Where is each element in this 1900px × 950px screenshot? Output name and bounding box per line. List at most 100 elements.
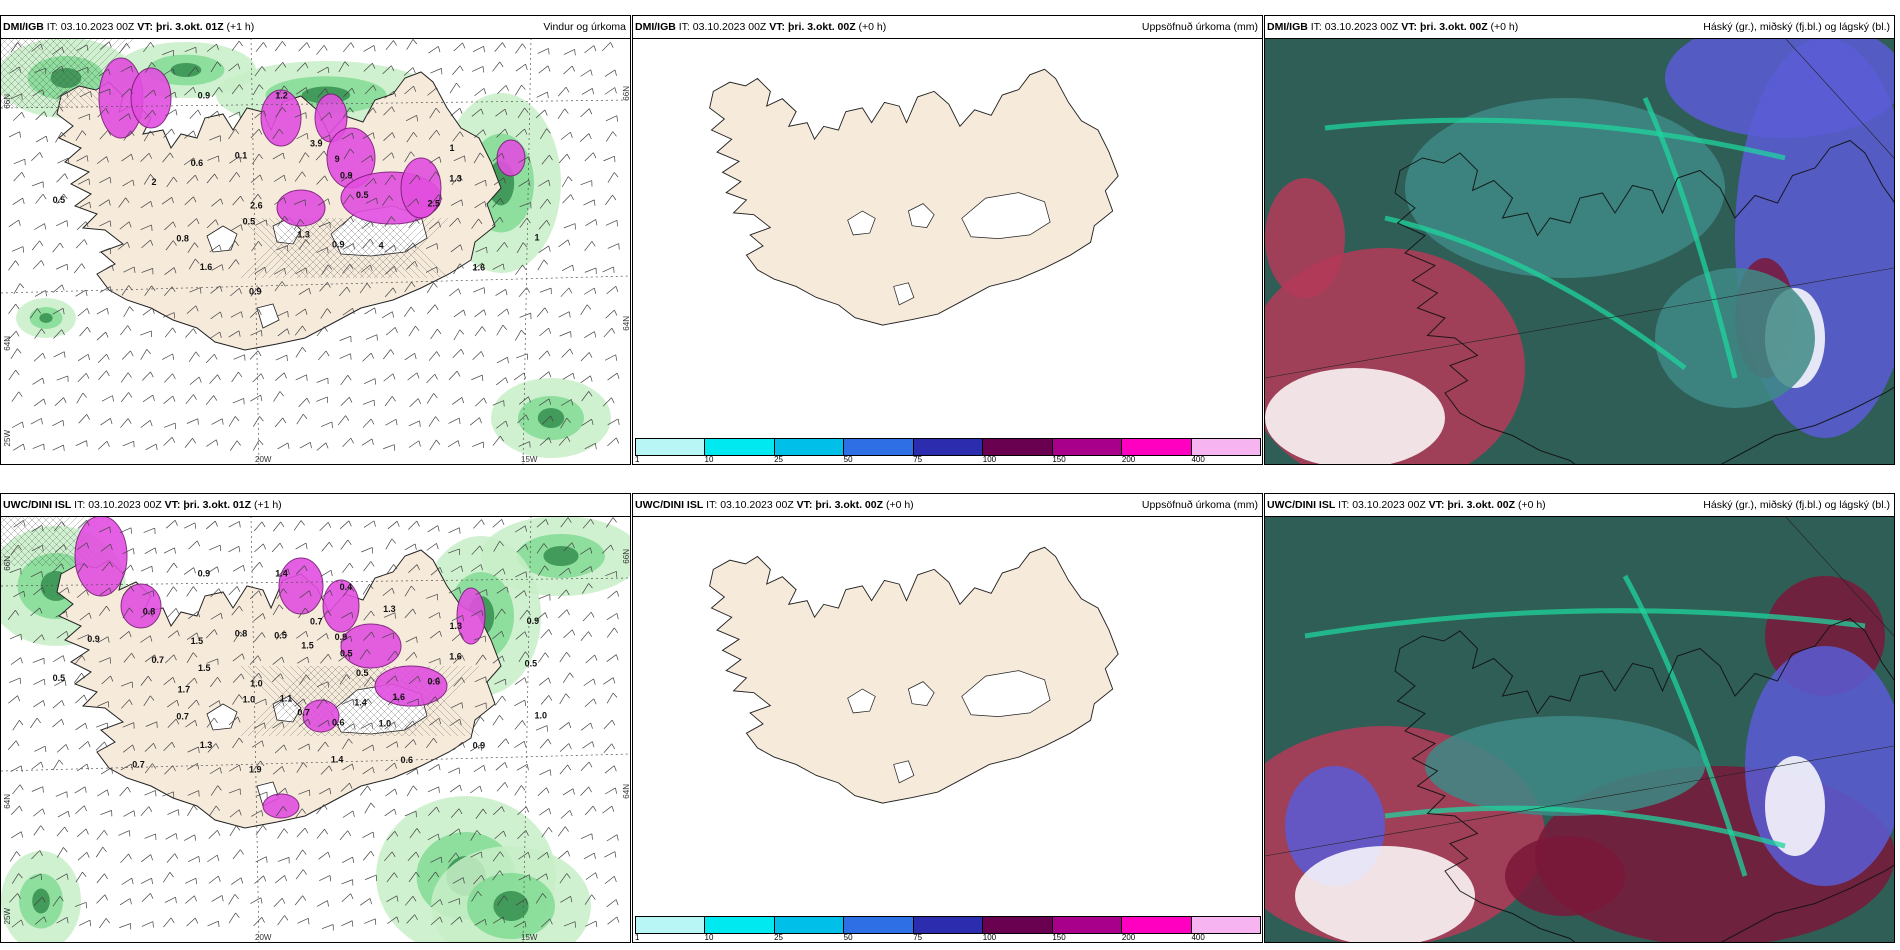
colorbar-tick-label: 50	[843, 933, 853, 942]
wind-barb	[140, 635, 153, 643]
wind-barb	[163, 917, 175, 928]
wind-barb	[122, 607, 134, 619]
wind-barb	[516, 353, 528, 360]
wind-barb	[559, 651, 571, 663]
wind-barb	[13, 443, 26, 451]
precip-value-label: 0.6	[332, 717, 345, 727]
wind-barb	[364, 802, 376, 814]
precip-area-intense	[262, 793, 300, 819]
wind-barb	[8, 303, 20, 314]
wind-barb	[603, 677, 616, 685]
wind-barb	[449, 718, 462, 727]
vt-label: VT:	[796, 499, 813, 511]
it-time: 03.10.2023 00Z	[1324, 21, 1399, 33]
wind-barb	[492, 630, 505, 640]
wind-barb	[228, 716, 241, 726]
colorbar-tick-label: 75	[913, 455, 923, 464]
wind-barb	[428, 351, 441, 361]
wind-barb	[562, 372, 575, 380]
wind-barb	[98, 918, 110, 929]
wind-barb	[252, 84, 264, 96]
wind-barb	[341, 879, 354, 886]
precip-value-label: 0.8	[176, 233, 189, 243]
wind-barb	[605, 115, 618, 122]
wind-barb	[120, 392, 133, 403]
wind-barb	[166, 562, 178, 573]
wind-barb	[538, 220, 551, 230]
wind-barb	[123, 266, 136, 273]
colorbar-ticks: 1 10 25 50 75 100 150 200 400	[635, 455, 1261, 464]
wind-barb	[382, 65, 395, 75]
snow-hatch	[35, 38, 107, 109]
wind-barb	[341, 893, 354, 902]
precip-value-label: 0.5	[53, 673, 66, 683]
snow-hatch	[14, 38, 86, 109]
wind-barb	[449, 828, 462, 837]
wind-barb	[123, 744, 135, 753]
wind-barb	[13, 283, 25, 294]
wind-barb	[96, 722, 108, 729]
colorbar-swatch	[913, 917, 984, 933]
wind-barb	[207, 566, 220, 574]
precip-value-label: 4	[379, 241, 384, 251]
it-time: 03.10.2023 00Z	[88, 499, 162, 511]
wind-barb	[515, 571, 528, 578]
wind-barb	[206, 658, 219, 665]
wind-barb	[602, 805, 615, 814]
panel-dmi-wind-precip: DMI/IGB IT: 03.10.2023 00Z VT: þri. 3.ok…	[0, 15, 631, 465]
wind-barb	[141, 893, 154, 903]
wind-barb	[55, 131, 66, 143]
precip-value-label: 0.9	[527, 616, 540, 626]
wind-barb	[382, 587, 395, 596]
wind-barb	[229, 288, 242, 297]
wind-barb	[405, 115, 418, 122]
wind-barb	[342, 562, 354, 573]
snow-hatch	[1, 65, 44, 109]
wind-barb	[362, 744, 375, 752]
wind-barb	[382, 632, 395, 639]
colorbar-tick-label: 100	[982, 933, 997, 942]
wind-barb	[342, 437, 354, 448]
wind-barb	[453, 677, 465, 687]
panel-title: Háský (gr.), miðský (fj.bl.) og lágský (…	[1703, 21, 1890, 33]
wind-barb	[254, 632, 266, 642]
wind-barb	[211, 87, 223, 98]
wind-barb	[430, 567, 443, 576]
wind-barb	[428, 129, 441, 140]
longitude-line	[250, 38, 260, 464]
wind-barb	[211, 895, 224, 902]
wind-barb	[205, 395, 218, 406]
wind-barb	[453, 309, 466, 318]
wind-barb	[76, 155, 89, 162]
wind-barb	[227, 240, 239, 251]
wind-barb	[364, 85, 377, 95]
precip-area-intense	[400, 157, 442, 219]
wind-barb	[316, 326, 328, 337]
wind-barb	[13, 590, 26, 598]
wind-barb	[277, 915, 289, 926]
colorbar-tick-label: 10	[704, 455, 714, 464]
wind-barb	[606, 692, 618, 704]
iceland-coastline	[1394, 617, 1894, 942]
precip-value-label: 0.7	[176, 711, 189, 721]
wind-barb	[98, 88, 111, 96]
wind-barb	[184, 130, 197, 139]
colorbar-swatch	[1122, 439, 1192, 455]
wind-barb	[426, 373, 438, 384]
wind-barb	[606, 613, 619, 621]
wind-barb	[250, 394, 263, 402]
wind-barb	[298, 789, 311, 796]
wind-barb	[385, 788, 398, 797]
wind-barb	[386, 916, 400, 925]
wind-barb	[449, 82, 461, 94]
panel-header: DMI/IGB IT: 03.10.2023 00Z VT: þri. 3.ok…	[1265, 16, 1894, 39]
vt-time: þri. 3.okt. 00Z	[1419, 21, 1488, 33]
lon-label-20w: 20W	[255, 933, 272, 942]
wind-barb	[518, 651, 530, 662]
precip-value-label: 0.9	[87, 634, 100, 644]
wind-barb	[145, 443, 158, 451]
wind-barb	[30, 717, 41, 729]
wind-barb	[78, 201, 91, 209]
wind-barb	[561, 176, 573, 188]
vt-time: þri. 3.okt. 01Z	[183, 499, 252, 511]
